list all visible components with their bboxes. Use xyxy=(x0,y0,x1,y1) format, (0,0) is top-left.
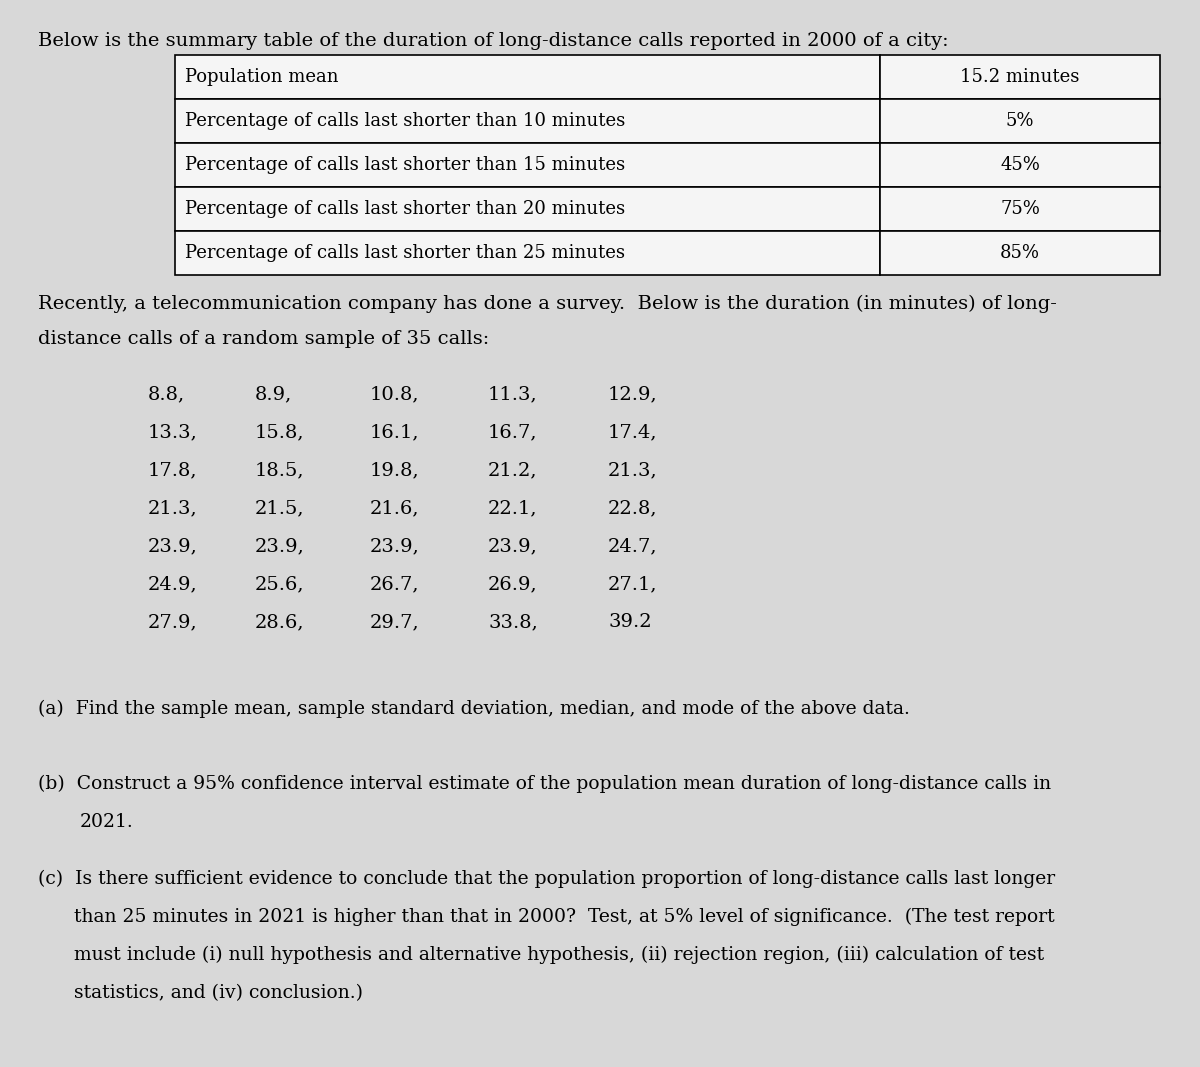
Bar xyxy=(175,55,880,99)
Text: 5%: 5% xyxy=(1006,112,1034,130)
Text: Population mean: Population mean xyxy=(185,68,338,86)
Text: Percentage of calls last shorter than 20 minutes: Percentage of calls last shorter than 20… xyxy=(185,200,625,218)
Text: 39.2: 39.2 xyxy=(608,614,652,631)
Text: 45%: 45% xyxy=(1000,156,1040,174)
Text: 22.1,: 22.1, xyxy=(488,499,538,517)
Text: 21.3,: 21.3, xyxy=(148,499,198,517)
Bar xyxy=(880,230,1160,275)
Text: Percentage of calls last shorter than 10 minutes: Percentage of calls last shorter than 10… xyxy=(185,112,625,130)
Text: 15.8,: 15.8, xyxy=(256,423,305,441)
Bar xyxy=(175,230,880,275)
Bar xyxy=(175,99,880,143)
Text: 21.6,: 21.6, xyxy=(370,499,420,517)
Text: 2021.: 2021. xyxy=(80,813,133,831)
Text: 27.9,: 27.9, xyxy=(148,614,198,631)
Text: 21.5,: 21.5, xyxy=(256,499,305,517)
Text: 8.9,: 8.9, xyxy=(256,385,293,403)
Text: 21.2,: 21.2, xyxy=(488,461,538,479)
Text: than 25 minutes in 2021 is higher than that in 2000?  Test, at 5% level of signi: than 25 minutes in 2021 is higher than t… xyxy=(38,908,1055,926)
Bar xyxy=(880,55,1160,99)
Text: 26.9,: 26.9, xyxy=(488,575,538,593)
Text: (b)  Construct a 95% confidence interval estimate of the population mean duratio: (b) Construct a 95% confidence interval … xyxy=(38,775,1051,793)
Text: 10.8,: 10.8, xyxy=(370,385,420,403)
Text: 13.3,: 13.3, xyxy=(148,423,198,441)
Text: 24.7,: 24.7, xyxy=(608,537,658,555)
Text: 15.2 minutes: 15.2 minutes xyxy=(960,68,1080,86)
Text: 18.5,: 18.5, xyxy=(256,461,305,479)
Text: 21.3,: 21.3, xyxy=(608,461,658,479)
Text: 25.6,: 25.6, xyxy=(256,575,305,593)
Text: 26.7,: 26.7, xyxy=(370,575,420,593)
Text: 28.6,: 28.6, xyxy=(256,614,305,631)
Bar xyxy=(175,143,880,187)
Text: 11.3,: 11.3, xyxy=(488,385,538,403)
Text: 75%: 75% xyxy=(1000,200,1040,218)
Text: 16.1,: 16.1, xyxy=(370,423,420,441)
Text: 12.9,: 12.9, xyxy=(608,385,658,403)
Text: statistics, and (iv) conclusion.): statistics, and (iv) conclusion.) xyxy=(38,984,364,1002)
Bar xyxy=(880,187,1160,230)
Bar xyxy=(175,187,880,230)
Text: 23.9,: 23.9, xyxy=(370,537,420,555)
Text: Percentage of calls last shorter than 25 minutes: Percentage of calls last shorter than 25… xyxy=(185,244,625,262)
Text: 17.4,: 17.4, xyxy=(608,423,658,441)
Text: 19.8,: 19.8, xyxy=(370,461,420,479)
Text: 24.9,: 24.9, xyxy=(148,575,198,593)
Text: 17.8,: 17.8, xyxy=(148,461,198,479)
Text: 8.8,: 8.8, xyxy=(148,385,185,403)
Bar xyxy=(880,143,1160,187)
Text: 22.8,: 22.8, xyxy=(608,499,658,517)
Text: distance calls of a random sample of 35 calls:: distance calls of a random sample of 35 … xyxy=(38,330,490,348)
Text: 23.9,: 23.9, xyxy=(488,537,538,555)
Text: must include (i) null hypothesis and alternative hypothesis, (ii) rejection regi: must include (i) null hypothesis and alt… xyxy=(38,946,1044,965)
Text: 29.7,: 29.7, xyxy=(370,614,420,631)
Text: 23.9,: 23.9, xyxy=(256,537,305,555)
Text: Below is the summary table of the duration of long-distance calls reported in 20: Below is the summary table of the durati… xyxy=(38,32,949,50)
Text: 33.8,: 33.8, xyxy=(488,614,538,631)
Text: 23.9,: 23.9, xyxy=(148,537,198,555)
Text: (c)  Is there sufficient evidence to conclude that the population proportion of : (c) Is there sufficient evidence to conc… xyxy=(38,870,1055,888)
Text: Recently, a telecommunication company has done a survey.  Below is the duration : Recently, a telecommunication company ha… xyxy=(38,294,1057,314)
Text: 27.1,: 27.1, xyxy=(608,575,658,593)
Text: 85%: 85% xyxy=(1000,244,1040,262)
Text: (a)  Find the sample mean, sample standard deviation, median, and mode of the ab: (a) Find the sample mean, sample standar… xyxy=(38,700,910,718)
Text: Percentage of calls last shorter than 15 minutes: Percentage of calls last shorter than 15… xyxy=(185,156,625,174)
Text: 16.7,: 16.7, xyxy=(488,423,538,441)
Bar xyxy=(880,99,1160,143)
